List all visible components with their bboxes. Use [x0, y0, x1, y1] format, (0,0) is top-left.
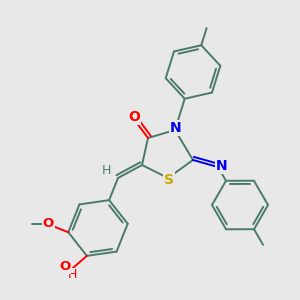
Text: O: O	[59, 260, 70, 273]
Text: H: H	[101, 164, 111, 176]
Text: N: N	[170, 121, 182, 135]
Text: S: S	[164, 173, 174, 187]
Text: O: O	[128, 110, 140, 124]
Text: O: O	[43, 217, 54, 230]
Text: N: N	[216, 159, 228, 173]
Text: H: H	[68, 268, 77, 281]
